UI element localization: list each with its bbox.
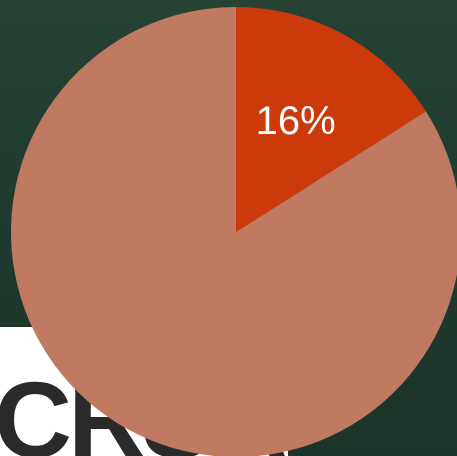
- pie-labels: 16%: [256, 99, 336, 143]
- pie-slice-1: [236, 7, 426, 232]
- pie-label-1: 16%: [256, 99, 336, 143]
- pie-slice-2: [11, 7, 457, 456]
- pie-slices: [11, 7, 457, 456]
